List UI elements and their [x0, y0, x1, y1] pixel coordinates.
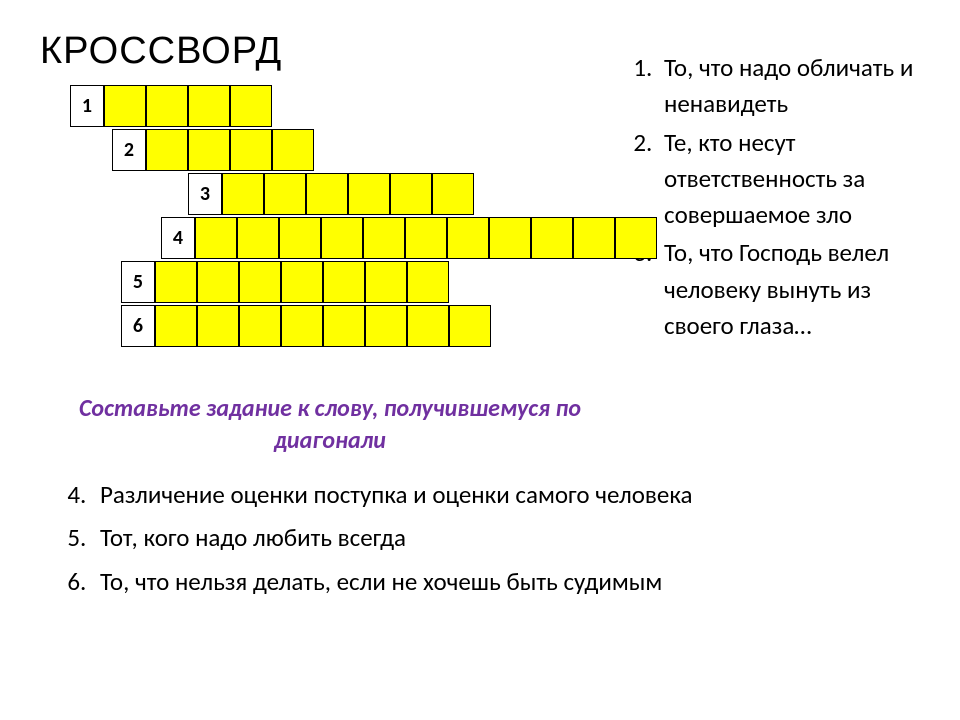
- crossword-cell[interactable]: [573, 217, 615, 259]
- crossword-cell[interactable]: [407, 305, 449, 347]
- crossword-cell[interactable]: [363, 217, 405, 259]
- clue-item: То, что надо обличать и ненавидеть: [658, 50, 920, 123]
- crossword-cell[interactable]: [348, 173, 390, 215]
- page-title: КРОССВОРД: [40, 30, 630, 73]
- crossword-cell[interactable]: [146, 129, 188, 171]
- crossword-cell[interactable]: [531, 217, 573, 259]
- clue-item: То, что Господь велел человеку вынуть из…: [658, 235, 920, 344]
- row-number: 3: [188, 173, 222, 215]
- crossword-cell[interactable]: [104, 85, 146, 127]
- diagonal-hint: Составьте задание к слову, получившемуся…: [40, 393, 630, 458]
- crossword-cell[interactable]: [281, 261, 323, 303]
- crossword-cell[interactable]: [230, 85, 272, 127]
- crossword-cell[interactable]: [323, 305, 365, 347]
- crossword-cell[interactable]: [239, 305, 281, 347]
- crossword-row: 3: [188, 173, 474, 215]
- row-number: 6: [121, 305, 155, 347]
- crossword-row: 2: [112, 129, 314, 171]
- crossword-cell[interactable]: [230, 129, 272, 171]
- crossword-row: 1: [70, 85, 272, 127]
- clues-list-right: То, что надо обличать и ненавидетьТе, кт…: [630, 50, 920, 344]
- crossword-cell[interactable]: [272, 129, 314, 171]
- clue-item: То, что нельзя делать, если не хочешь бы…: [92, 563, 920, 601]
- crossword-cell[interactable]: [390, 173, 432, 215]
- crossword-cell[interactable]: [146, 85, 188, 127]
- clues-list-bottom: Различение оценки поступка и оценки само…: [40, 476, 920, 601]
- crossword-cell[interactable]: [197, 305, 239, 347]
- crossword-cell[interactable]: [405, 217, 447, 259]
- row-number: 4: [161, 217, 195, 259]
- crossword-cell[interactable]: [281, 305, 323, 347]
- crossword-cell[interactable]: [407, 261, 449, 303]
- crossword-cell[interactable]: [449, 305, 491, 347]
- clue-item: Различение оценки поступка и оценки само…: [92, 476, 920, 514]
- row-number: 1: [70, 85, 104, 127]
- crossword-cell[interactable]: [489, 217, 531, 259]
- crossword-cell[interactable]: [239, 261, 281, 303]
- crossword-grid: 123456: [40, 85, 630, 385]
- crossword-cell[interactable]: [279, 217, 321, 259]
- crossword-cell[interactable]: [321, 217, 363, 259]
- crossword-cell[interactable]: [195, 217, 237, 259]
- crossword-cell[interactable]: [365, 261, 407, 303]
- clue-item: Тот, кого надо любить всегда: [92, 519, 920, 557]
- crossword-cell[interactable]: [306, 173, 348, 215]
- crossword-row: 5: [121, 261, 449, 303]
- crossword-row: 6: [121, 305, 491, 347]
- crossword-cell[interactable]: [222, 173, 264, 215]
- row-number: 2: [112, 129, 146, 171]
- crossword-cell[interactable]: [155, 261, 197, 303]
- crossword-cell[interactable]: [237, 217, 279, 259]
- crossword-cell[interactable]: [615, 217, 657, 259]
- crossword-row: 4: [161, 217, 657, 259]
- clue-item: Те, кто несут ответственность за соверша…: [658, 125, 920, 234]
- crossword-cell[interactable]: [323, 261, 365, 303]
- crossword-cell[interactable]: [197, 261, 239, 303]
- crossword-cell[interactable]: [432, 173, 474, 215]
- crossword-cell[interactable]: [365, 305, 407, 347]
- row-number: 5: [121, 261, 155, 303]
- crossword-cell[interactable]: [188, 129, 230, 171]
- crossword-cell[interactable]: [447, 217, 489, 259]
- crossword-cell[interactable]: [264, 173, 306, 215]
- crossword-cell[interactable]: [155, 305, 197, 347]
- crossword-cell[interactable]: [188, 85, 230, 127]
